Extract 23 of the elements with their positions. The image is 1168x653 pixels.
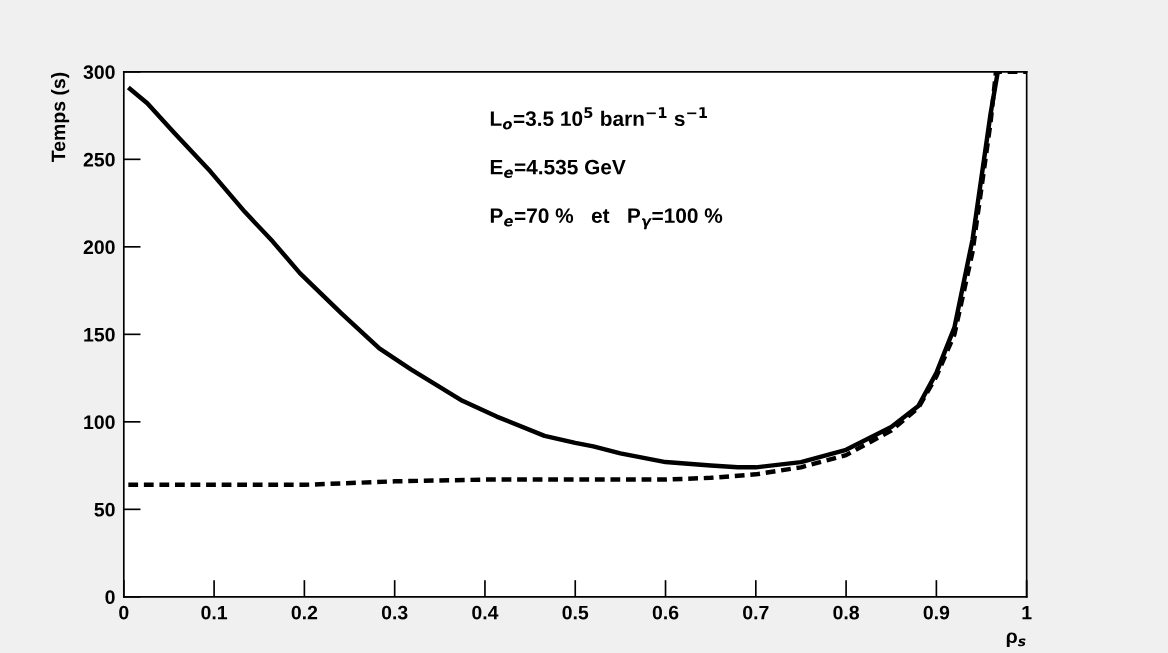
y-tick-label: 250 (83, 152, 115, 167)
y-tick-label: 300 (83, 65, 115, 80)
annotation: P$_{e}$=70 % et P$_{γ}$=100 % (490, 208, 723, 230)
x-tick-label: 0 (119, 605, 129, 620)
y-tick-label: 50 (94, 502, 115, 517)
x-tick-label: 0.5 (562, 605, 589, 620)
x-tick-label: 1 (1022, 605, 1032, 620)
x-axis-title: ρ$_{s}$ (1006, 632, 1026, 647)
y-axis-title: Temps (s) (51, 72, 70, 163)
x-tick-label: 0.3 (381, 605, 408, 620)
y-tick-label: 100 (84, 415, 115, 430)
x-tick-label: 0.4 (472, 605, 499, 620)
x-tick-label: 0.1 (201, 605, 228, 620)
x-tick-label: 0.9 (923, 605, 950, 620)
annotation: E$_{e}$=4.535 GeV (490, 159, 626, 178)
x-tick-label: 0.2 (291, 605, 318, 620)
y-tick-label: 0 (105, 590, 115, 605)
x-tick-label: 0.8 (833, 605, 860, 620)
y-tick-label: 150 (84, 327, 115, 342)
x-tick-label: 0.6 (652, 605, 679, 620)
y-tick-label: 200 (83, 240, 115, 255)
x-tick-label: 0.7 (743, 605, 769, 620)
annotation: L$_{o}$=3.5 10$^{5}$ barn$^{−1}$ s$^{−1}$ (490, 107, 707, 130)
